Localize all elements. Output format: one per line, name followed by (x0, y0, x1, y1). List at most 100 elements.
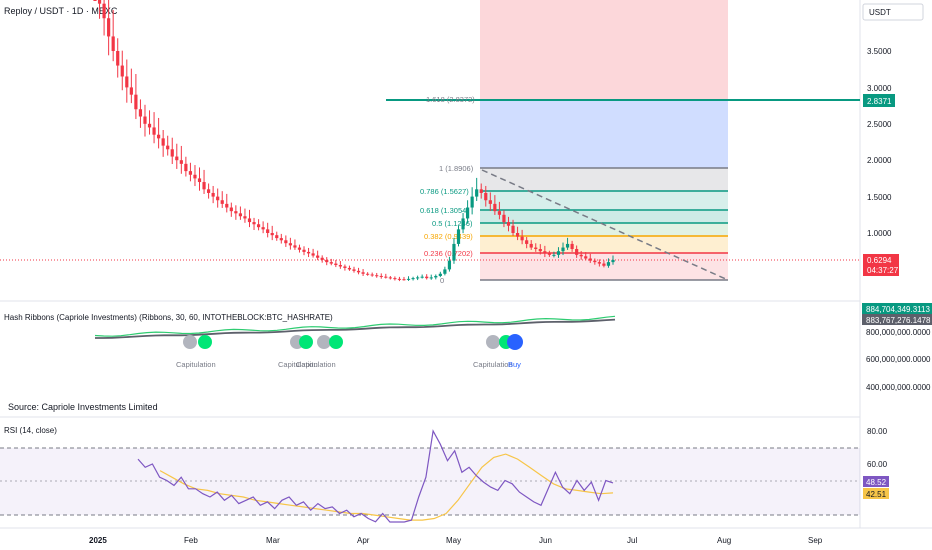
currency-selector[interactable] (862, 3, 924, 21)
candle-body (438, 273, 442, 276)
candle-body (152, 127, 156, 135)
fib-label-05: 0.5 (1.1246) (432, 219, 473, 228)
candle-body (529, 243, 533, 248)
candle-body (447, 260, 452, 270)
candle-body (225, 203, 229, 208)
candle-body (220, 200, 224, 204)
price-tick: 2.5000 (867, 120, 892, 129)
candle-body (211, 192, 215, 197)
long-stop-zone (480, 0, 728, 100)
candle-body (579, 254, 583, 257)
candle-body (102, 3, 106, 19)
candle-body (170, 149, 174, 157)
candle-body (479, 189, 483, 193)
target-price-text: 2.8371 (867, 97, 892, 106)
candlestick-series (93, 0, 615, 282)
candle-body (465, 207, 470, 219)
candle-body (266, 229, 270, 233)
candle-body (302, 249, 306, 252)
hash-signal-label: Capitulation (176, 360, 216, 369)
currency-label: USDT (869, 8, 891, 17)
candle-body (388, 277, 392, 279)
candle-body (97, 0, 102, 4)
candle-body (293, 245, 297, 248)
fib-label-1618: 1.618 (2.8372) (426, 95, 475, 104)
time-axis[interactable]: 2025 Feb Mar Apr May Jun Jul Aug Sep (89, 536, 823, 545)
time-label: Apr (357, 536, 370, 545)
candle-body (147, 123, 152, 128)
fib-label-0786: 0.786 (1.5627) (420, 187, 469, 196)
candle-body (243, 216, 247, 219)
candle-body (252, 222, 256, 225)
hash-ribbon-fast-line (94, 315, 616, 337)
candle-body (520, 236, 524, 241)
candle-body (488, 200, 492, 204)
rsi-ma-badge (863, 488, 889, 499)
candle-body (166, 145, 170, 150)
rsi-ma-text: 42.51 (866, 490, 887, 499)
candle-body (297, 247, 302, 250)
candle-body (406, 278, 411, 280)
candle-body (361, 272, 365, 274)
time-label: Mar (266, 536, 280, 545)
candle-body (475, 189, 479, 197)
candle-body (175, 156, 179, 161)
candle-body (411, 278, 415, 280)
hash-signal-label: Capitulation (296, 360, 336, 369)
fib-label-0: 0 (440, 276, 444, 285)
candle-body (538, 249, 542, 252)
candle-body (329, 262, 333, 264)
candle-body (602, 263, 606, 266)
target-price-badge (863, 94, 895, 107)
chart-title: Reploy / USDT · 1D · MEXC (4, 6, 118, 16)
rsi-tick: 80.00 (867, 427, 888, 436)
fib-label-0382: 0.382 (0.9439) (424, 232, 473, 241)
candle-body (288, 243, 292, 246)
candle-body (525, 240, 529, 244)
candle-body (397, 278, 402, 280)
price-tick: 3.0000 (867, 84, 892, 93)
candle-body (216, 196, 220, 201)
candle-body (116, 51, 120, 66)
price-axis[interactable]: 3.5000 3.0000 2.5000 2.0000 1.5000 1.000… (867, 47, 892, 238)
current-price-text: 0.6294 (867, 256, 892, 265)
candle-body (256, 224, 261, 228)
candle-body (497, 211, 502, 215)
candle-body (543, 251, 547, 254)
candle-body (306, 251, 311, 254)
rsi-ma-line (159, 453, 614, 521)
candle-body (552, 254, 556, 256)
candle-body (134, 94, 138, 110)
candle-body (279, 238, 283, 241)
candle-body (157, 134, 161, 139)
candle-body (452, 243, 456, 261)
candle-body (107, 18, 111, 37)
candle-body (461, 218, 465, 230)
rsi-tick: 60.00 (867, 460, 888, 469)
rsi-value-badge (863, 476, 889, 487)
hash-signal-dot (198, 335, 212, 349)
hash-slow-badge (862, 314, 932, 325)
candle-body (416, 277, 420, 279)
fib-label-0618: 0.618 (1.3054) (420, 206, 469, 215)
candle-body (606, 262, 611, 266)
candle-body (125, 76, 129, 88)
hash-signal-label: Capitulation (473, 360, 513, 369)
price-tick: 1.0000 (867, 229, 892, 238)
candle-body (184, 163, 188, 172)
candle-body (129, 87, 133, 95)
hash-signal-dot (299, 335, 313, 349)
candle-body (379, 275, 383, 277)
bar-countdown-text: 04:37:27 (867, 266, 899, 275)
current-price-badge (863, 254, 899, 276)
fib-label-1: 1 (1.8906) (439, 164, 474, 173)
hash-signal-dot (329, 335, 343, 349)
candle-body (384, 276, 388, 278)
candle-body (143, 116, 147, 124)
hash-signal-label: Capitulation (278, 360, 318, 369)
candle-body (261, 227, 265, 230)
candle-body (511, 225, 515, 233)
candle-body (197, 178, 202, 183)
candle-body (370, 274, 374, 276)
